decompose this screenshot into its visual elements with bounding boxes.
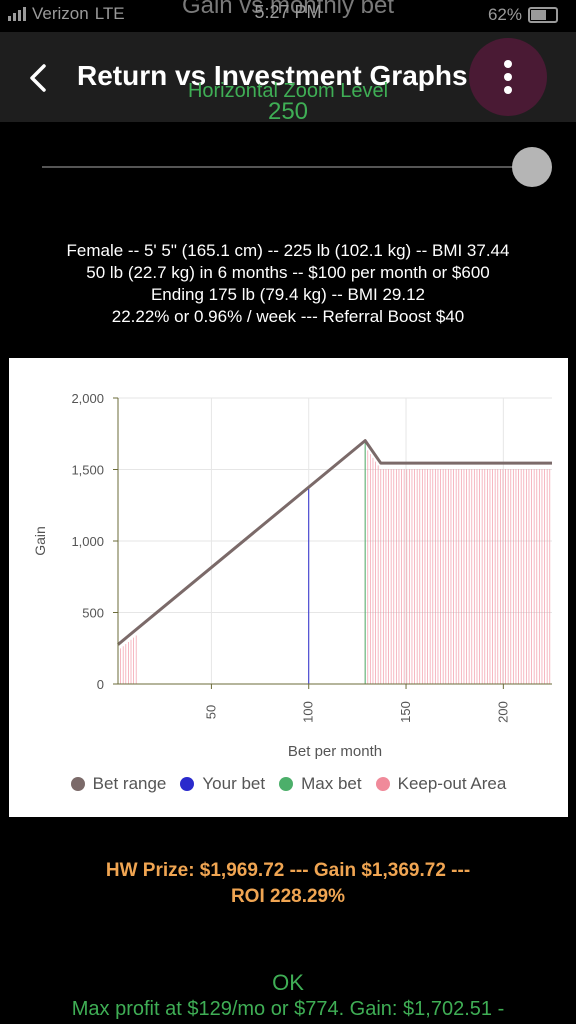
legend-item-your-bet: Your bet <box>180 774 265 794</box>
zoom-slider-track[interactable] <box>42 166 530 168</box>
zoom-level-value: 250 <box>267 98 309 125</box>
y-tick-label: 2,000 <box>71 391 104 406</box>
more-vertical-icon-dot <box>504 86 512 94</box>
chevron-left-icon <box>30 64 46 92</box>
previous-screen-title: Gain vs monthly bet <box>181 0 395 19</box>
legend-item-keep-out: Keep-out Area <box>375 774 507 794</box>
signal-icon <box>8 7 26 21</box>
gain-chart: 0 500 1,000 1,500 2,000 50 100 150 200 Gain Bet … <box>9 358 568 817</box>
chart-svg: 0 500 1,000 1,500 2,000 50 100 150 200 Gain Bet … <box>32 391 552 760</box>
roi-line: ROI 228.29% <box>230 886 346 907</box>
x-tick-label: 50 <box>203 705 218 719</box>
summary-line: 50 lb (22.7 kg) in 6 months -- $100 per … <box>86 263 490 282</box>
zoom-slider-thumb[interactable] <box>512 147 552 187</box>
status-time: 5:27 PM <box>254 2 322 22</box>
legend-item-max-bet: Max bet <box>279 774 362 794</box>
x-tick-label: 100 <box>301 701 316 723</box>
legend-label: Max bet <box>301 774 362 793</box>
more-vertical-icon-dot <box>504 73 512 81</box>
summary-line: Female -- 5' 5" (165.1 cm) -- 225 lb (10… <box>66 241 510 260</box>
zoom-level-label: Horizontal Zoom Level <box>187 80 389 102</box>
legend-item-bet-range: Bet range <box>70 774 167 794</box>
legend-label: Bet range <box>92 774 167 793</box>
x-tick-label: 150 <box>398 701 413 723</box>
y-tick-label: 1,500 <box>71 463 104 478</box>
prize-line: HW Prize: $1,969.72 --- Gain $1,369.72 -… <box>105 860 471 881</box>
legend-swatch <box>70 777 85 791</box>
battery-info: 62% <box>488 5 558 25</box>
plan-summary: Female -- 5' 5" (165.1 cm) -- 225 lb (10… <box>0 240 576 328</box>
legend-label: Keep-out Area <box>397 774 507 793</box>
y-tick-label: 500 <box>82 606 104 621</box>
battery-percent: 62% <box>487 5 522 24</box>
legend-swatch <box>375 777 390 791</box>
x-tick-label: 200 <box>495 701 510 723</box>
y-tick-label: 1,000 <box>71 534 104 549</box>
y-axis-label: Gain <box>32 526 48 556</box>
more-options-button[interactable] <box>469 38 547 116</box>
status-bar: Gain vs monthly bet Verizon LTE 5:27 PM … <box>0 0 576 32</box>
carrier-name: Verizon <box>32 4 89 23</box>
bet-range-line <box>117 439 552 646</box>
legend-swatch <box>180 777 195 791</box>
network-type: LTE <box>94 4 125 23</box>
battery-icon <box>528 7 558 23</box>
summary-line: Ending 175 lb (79.4 kg) -- BMI 29.12 <box>150 285 426 304</box>
legend-label: Your bet <box>202 774 266 793</box>
max-profit-text: Max profit at $129/mo or $774. Gain: $1,… <box>71 998 505 1020</box>
ok-button[interactable]: OK <box>272 970 304 995</box>
back-button[interactable] <box>24 58 54 98</box>
y-tick-label: 0 <box>97 677 104 692</box>
page-title: Return vs Investment Graphs <box>77 60 468 91</box>
chart-legend: Bet range Your bet Max bet Keep-out Area <box>9 774 568 794</box>
navigation-bar: Return vs Investment Graphs <box>0 32 576 122</box>
prize-summary: HW Prize: $1,969.72 --- Gain $1,369.72 -… <box>0 858 576 910</box>
more-vertical-icon-dot <box>504 60 512 68</box>
legend-swatch <box>279 777 294 791</box>
carrier-info: Verizon LTE <box>8 4 125 24</box>
x-axis-label: Bet per month <box>288 743 382 760</box>
summary-line: 22.22% or 0.96% / week --- Referral Boos… <box>111 307 465 326</box>
